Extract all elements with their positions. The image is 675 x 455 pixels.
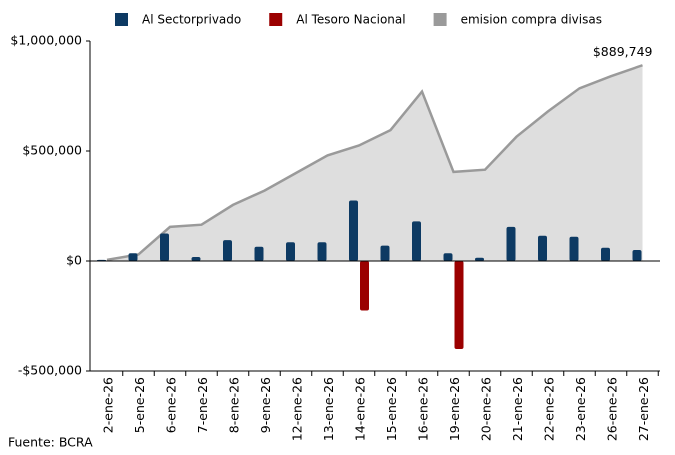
x-tick-label: 7-ene-26 (195, 377, 210, 433)
x-tick-label: 9-ene-26 (258, 377, 273, 433)
y-tick-label: $500,000 (22, 143, 82, 158)
legend-label: Al Sectorprivado (142, 13, 241, 27)
bar (601, 247, 610, 261)
y-tick-label: $0 (66, 253, 82, 268)
bar (349, 200, 358, 261)
bar (475, 257, 484, 261)
x-tick-label: 13-ene-26 (321, 377, 336, 441)
x-tick-label: 2-ene-26 (101, 377, 116, 433)
bar (632, 250, 642, 261)
bar (128, 253, 138, 261)
x-tick-label: 16-ene-26 (416, 377, 431, 441)
x-tick-label: 26-ene-26 (605, 377, 620, 441)
area (107, 65, 643, 261)
legend-marker (115, 13, 128, 26)
bar (160, 233, 169, 261)
x-tick-label: 20-ene-26 (479, 377, 494, 441)
bar (538, 235, 547, 261)
bar (191, 257, 201, 261)
bar (443, 253, 453, 261)
y-tick-label: $1,000,000 (10, 33, 82, 48)
bar (454, 261, 464, 349)
x-tick-label: 15-ene-26 (384, 377, 399, 441)
legend-label: Al Tesoro Nacional (296, 13, 405, 27)
bar (569, 236, 579, 261)
x-tick-label: 19-ene-26 (447, 377, 462, 441)
legend-marker (269, 13, 283, 26)
x-tick-label: 6-ene-26 (164, 377, 179, 433)
y-tick-label: -$500,000 (18, 363, 82, 378)
bar (506, 226, 516, 261)
bar (360, 261, 369, 311)
bar (412, 221, 421, 261)
bar (254, 246, 264, 261)
legend-marker (433, 13, 447, 26)
x-tick-label: 21-ene-26 (510, 377, 525, 441)
bar (380, 245, 390, 261)
data-label: $889,749 (593, 44, 653, 59)
x-tick-label: 8-ene-26 (227, 377, 242, 433)
line (106, 64, 643, 262)
x-tick-label: 27-ene-26 (636, 377, 651, 441)
x-tick-label: 12-ene-26 (290, 377, 305, 441)
x-tick-label: 23-ene-26 (573, 377, 588, 441)
bar (317, 242, 327, 261)
x-tick-label: 22-ene-26 (542, 377, 557, 441)
source: Fuente: BCRA (8, 435, 93, 450)
x-tick-label: 14-ene-26 (353, 377, 368, 441)
bar (223, 240, 232, 261)
legend-label: emision compra divisas (461, 13, 602, 27)
bar (286, 242, 295, 261)
x-tick-label: 5-ene-26 (132, 377, 147, 433)
